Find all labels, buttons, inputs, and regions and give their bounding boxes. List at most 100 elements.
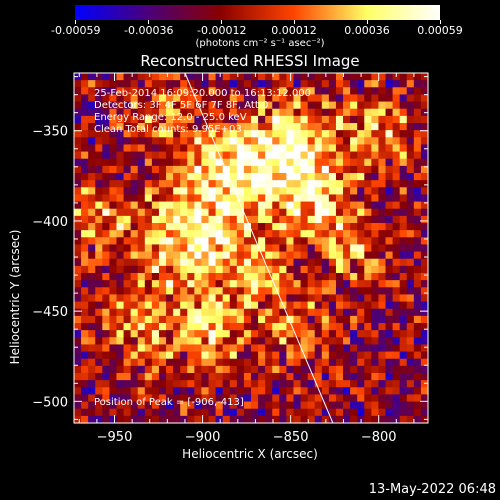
heatmap-cell bbox=[413, 323, 422, 331]
heatmap-cell bbox=[392, 315, 401, 324]
heatmap-cell bbox=[357, 337, 365, 346]
heatmap-cell bbox=[201, 137, 210, 146]
heatmap-cell bbox=[406, 87, 415, 96]
heatmap-cell bbox=[258, 287, 266, 296]
heatmap-cell bbox=[166, 123, 174, 131]
heatmap-cell bbox=[265, 230, 273, 238]
heatmap-cell bbox=[251, 180, 259, 188]
heatmap-cell bbox=[158, 215, 167, 224]
heatmap-cell bbox=[144, 358, 153, 367]
heatmap-cell bbox=[180, 244, 188, 253]
heatmap-cell bbox=[251, 94, 259, 103]
heatmap-cell bbox=[137, 230, 146, 238]
heatmap-cell bbox=[314, 387, 323, 396]
heatmap-cell bbox=[81, 373, 89, 381]
heatmap-cell bbox=[180, 108, 188, 117]
heatmap-cell bbox=[265, 73, 273, 81]
heatmap-cell bbox=[81, 330, 89, 338]
heatmap-cell bbox=[399, 273, 408, 281]
heatmap-cell bbox=[243, 180, 252, 188]
heatmap-cell bbox=[293, 294, 302, 303]
heatmap-cell bbox=[158, 115, 167, 124]
heatmap-cell bbox=[293, 237, 302, 246]
heatmap-cell bbox=[208, 73, 217, 81]
heatmap-cell bbox=[328, 87, 337, 96]
heatmap-cell bbox=[265, 273, 273, 281]
heatmap-cell bbox=[173, 144, 181, 153]
heatmap-cell bbox=[88, 380, 96, 388]
heatmap-cell bbox=[236, 408, 245, 417]
heatmap-cell bbox=[173, 194, 181, 203]
heatmap-cell bbox=[328, 294, 337, 303]
heatmap-cell bbox=[158, 265, 167, 274]
heatmap-cell bbox=[201, 244, 210, 253]
heatmap-cell bbox=[208, 358, 217, 367]
heatmap-cell bbox=[335, 358, 344, 367]
heatmap-cell bbox=[392, 108, 401, 117]
heatmap-cell bbox=[279, 323, 287, 331]
heatmap-cell bbox=[385, 208, 394, 217]
heatmap-cell bbox=[130, 358, 139, 367]
heatmap-cell bbox=[364, 165, 372, 174]
heatmap-cell bbox=[371, 373, 380, 381]
heatmap-cell bbox=[130, 144, 139, 153]
heatmap-cell bbox=[116, 230, 125, 238]
heatmap-cell bbox=[265, 258, 273, 267]
heatmap-cell bbox=[321, 365, 330, 374]
heatmap-cell bbox=[201, 223, 210, 231]
heatmap-cell bbox=[328, 80, 337, 88]
heatmap-cell bbox=[279, 230, 287, 238]
heatmap-cell bbox=[314, 330, 323, 338]
heatmap-cell bbox=[229, 230, 238, 238]
heatmap-cell bbox=[74, 358, 82, 367]
heatmap-cell bbox=[413, 230, 422, 238]
heatmap-cell bbox=[208, 280, 217, 288]
heatmap-cell bbox=[194, 373, 203, 381]
heatmap-cell bbox=[420, 365, 429, 374]
heatmap-cell bbox=[272, 123, 280, 131]
heatmap-cell bbox=[420, 137, 429, 146]
heatmap-cell bbox=[215, 158, 224, 167]
heatmap-cell bbox=[314, 80, 323, 88]
heatmap-cell bbox=[328, 123, 337, 131]
heatmap-cell bbox=[151, 187, 160, 196]
heatmap-cell bbox=[272, 265, 280, 274]
heatmap-cell bbox=[95, 280, 103, 288]
heatmap-cell bbox=[378, 215, 387, 224]
heatmap-cell bbox=[251, 265, 259, 274]
heatmap-cell bbox=[236, 187, 245, 196]
heatmap-cell bbox=[307, 408, 316, 417]
heatmap-cell bbox=[102, 251, 110, 260]
heatmap-cell bbox=[201, 101, 210, 110]
heatmap-cell bbox=[258, 137, 266, 146]
heatmap-cell bbox=[286, 387, 295, 396]
heatmap-cell bbox=[151, 180, 160, 188]
heatmap-cell bbox=[272, 308, 280, 317]
heatmap-cell bbox=[420, 158, 429, 167]
heatmap-cell bbox=[307, 165, 316, 174]
heatmap-cell bbox=[378, 344, 387, 353]
heatmap-cell bbox=[272, 408, 280, 417]
heatmap-cell bbox=[173, 280, 181, 288]
heatmap-cell bbox=[420, 208, 429, 217]
heatmap-cell bbox=[215, 280, 224, 288]
heatmap-cell bbox=[243, 165, 252, 174]
heatmap-cell bbox=[378, 151, 387, 160]
heatmap-cell bbox=[420, 280, 429, 288]
heatmap-cell bbox=[215, 123, 224, 131]
heatmap-cell bbox=[116, 237, 125, 246]
heatmap-cell bbox=[328, 365, 337, 374]
heatmap-cell bbox=[343, 323, 351, 331]
heatmap-cell bbox=[420, 380, 429, 388]
heatmap-cell bbox=[81, 380, 89, 388]
heatmap-cell bbox=[180, 315, 188, 324]
heatmap-cell bbox=[328, 173, 337, 181]
heatmap-cell bbox=[187, 358, 195, 367]
heatmap-cell bbox=[420, 173, 429, 181]
heatmap-cell bbox=[364, 130, 372, 138]
heatmap-cell bbox=[123, 351, 132, 360]
heatmap-cell bbox=[88, 351, 96, 360]
heatmap-cell bbox=[328, 280, 337, 288]
heatmap-cell bbox=[236, 358, 245, 367]
heatmap-cell bbox=[328, 408, 337, 417]
